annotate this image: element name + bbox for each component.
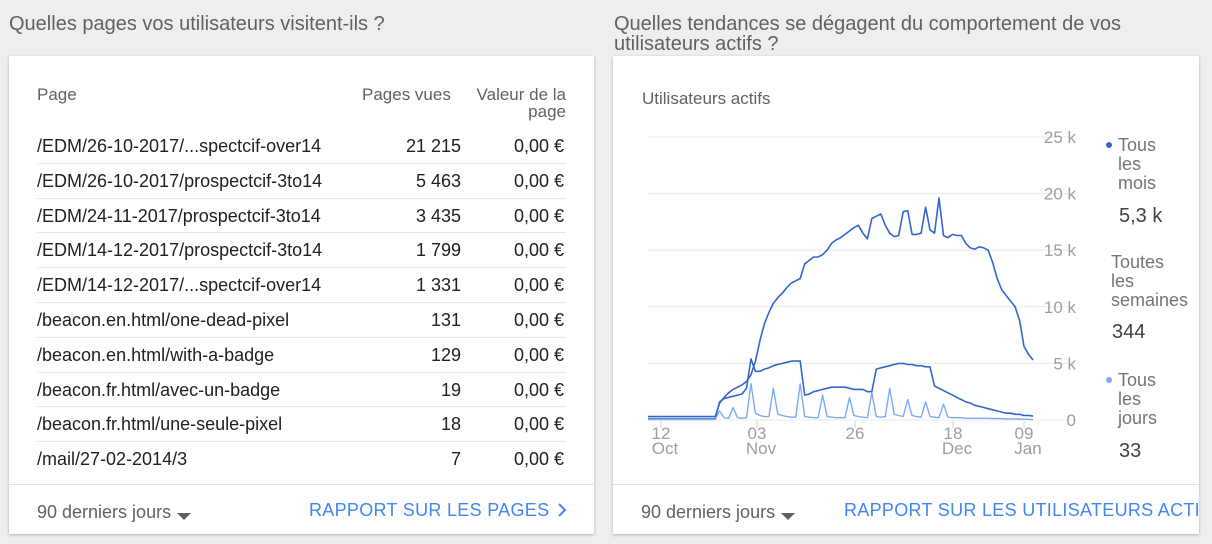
views-cell: 131 [430, 309, 461, 330]
legend-value: 344 [1112, 321, 1146, 343]
legend-label-line: Toutes [1111, 252, 1165, 272]
table-row[interactable]: /EDM/24-11-2017/prospectcif-3to14 3 435 0,… [37, 199, 566, 234]
chart-title: Utilisateurs actifs [642, 89, 771, 108]
table-row[interactable]: /beacon.en.html/with-a-badge 129 0,00 € [37, 338, 566, 373]
views-cell: 21 215 [405, 136, 461, 156]
legend-label-line: les [1118, 389, 1142, 409]
views-cell: 5 463 [415, 170, 461, 191]
legend-label-line: jours [1118, 408, 1158, 428]
views-cell: 3 435 [415, 205, 461, 226]
column-header-page: Page [37, 85, 77, 104]
caret-down-icon [177, 513, 192, 520]
y-tick-label: 15 k [1044, 241, 1077, 260]
x-tick-day: 03 [748, 424, 767, 443]
series-line-2 [648, 383, 1034, 421]
page-cell[interactable]: /EDM/26-10-2017/...spectcif-over14 [37, 136, 322, 156]
page-cell[interactable]: /EDM/14-12-2017/prospectcif-3to14 [37, 240, 323, 261]
table-row[interactable]: /EDM/26-10-2017/...spectcif-over14 21 215… [37, 129, 566, 164]
series-line-1 [648, 358, 1034, 420]
table-row[interactable]: /beacon.fr.html/avec-un-badge 19 0,00 € [37, 373, 566, 408]
y-tick-label: 25 k [1044, 128, 1077, 147]
users-report-link[interactable]: RAPPORT SUR LES UTILISATEURS ACTIFS [844, 500, 1199, 520]
legend-label-line: Tous [1118, 135, 1157, 155]
legend-dot-icon [1106, 377, 1112, 383]
legend-label: Toutes les semaines [1111, 253, 1188, 310]
views-cell: 18 [440, 414, 461, 435]
value-cell: 0,00 € [513, 170, 564, 191]
page-cell[interactable]: /beacon.fr.html/avec-un-badge [37, 379, 281, 400]
period-label: 90 derniers jours [37, 502, 172, 522]
legend-label-line: les [1111, 271, 1135, 291]
table-row[interactable]: /mail/27-02-2014/3 7 0,00 € [37, 442, 566, 477]
active-users-card: Utilisateurs actifs 25 k 20 k 15 k 10 k 5 k 0… [613, 56, 1199, 534]
pages-card-footer: 90 derniers jours RAPPORT SUR LES PAGES [9, 484, 594, 534]
x-tick-month: Jan [1014, 439, 1041, 458]
legend-label-line: mois [1118, 173, 1157, 193]
x-tick-day: 12 [652, 424, 671, 443]
value-cell: 0,00 € [513, 136, 564, 156]
value-cell: 0,00 € [513, 205, 564, 226]
table-row[interactable]: /beacon.en.html/one-dead-pixel 131 0,00 € [37, 303, 566, 338]
chevron-right-icon[interactable] [557, 502, 567, 518]
legend-label: Tous les jours [1118, 371, 1157, 428]
legend-value: 33 [1119, 440, 1142, 462]
legend-label: Tous les mois [1118, 136, 1156, 193]
value-cell: 0,00 € [513, 449, 564, 470]
table-row[interactable]: /EDM/26-10-2017/prospectcif-3to14 5 463 0,… [37, 164, 566, 199]
page-cell[interactable]: /EDM/26-10-2017/prospectcif-3to14 [37, 170, 323, 191]
page-cell[interactable]: /mail/27-02-2014/3 [37, 449, 188, 470]
table-row[interactable]: /EDM/14-12-2017/prospectcif-3to14 1 799 0,… [37, 233, 566, 269]
x-tick-month: Dec [942, 439, 973, 458]
value-cell: 0,00 € [513, 414, 564, 435]
table-row[interactable]: /beacon.fr.html/une-seule-pixel 18 0,00 € [37, 407, 566, 443]
legend-value: 5,3 k [1119, 205, 1163, 227]
period-label: 90 derniers jours [641, 502, 776, 522]
value-cell: 0,00 € [513, 309, 564, 330]
x-tick-day: 09 [1015, 424, 1034, 443]
pages-report-link[interactable]: RAPPORT SUR LES PAGES [309, 500, 550, 520]
caret-down-icon [781, 513, 796, 520]
views-cell: 7 [450, 449, 461, 470]
views-cell: 1 799 [415, 240, 461, 261]
page-cell[interactable]: /EDM/24-11-2017/prospectcif-3to14 [37, 205, 321, 226]
column-header-value: Valeur de la page [476, 85, 566, 121]
period-dropdown[interactable]: 90 derniers jours [641, 502, 796, 522]
page-cell[interactable]: /EDM/14-12-2017/...spectcif-over14 [37, 275, 322, 296]
users-section-title: Quelles tendances se dégagent du comport… [614, 13, 1121, 55]
x-tick-day: 18 [944, 424, 963, 443]
table-row[interactable]: /EDM/14-12-2017/...spectcif-over14 1 331 0… [37, 268, 566, 303]
pages-card: Page Pages vues Valeur de la page /EDM/2… [9, 56, 594, 534]
pages-section-title: Quelles pages vos utilisateurs visitent-… [9, 13, 385, 35]
series-line-0 [648, 197, 1034, 418]
page-cell[interactable]: /beacon.fr.html/une-seule-pixel [37, 414, 283, 435]
y-tick-label: 20 k [1044, 185, 1077, 204]
y-tick-label: 0 [1067, 411, 1076, 430]
page-cell[interactable]: /beacon.en.html/with-a-badge [37, 344, 275, 365]
legend-dot-icon [1106, 142, 1112, 148]
legend-label-line: semaines [1111, 290, 1189, 310]
column-header-views: Pages vues [362, 85, 451, 104]
users-card-footer: 90 derniers jours RAPPORT SUR LES UTILIS… [613, 484, 1199, 534]
value-cell: 0,00 € [513, 379, 564, 400]
value-cell: 0,00 € [513, 344, 564, 365]
page-cell[interactable]: /beacon.en.html/one-dead-pixel [37, 309, 290, 330]
period-dropdown[interactable]: 90 derniers jours [37, 502, 192, 522]
views-cell: 129 [430, 344, 461, 365]
legend-label-line: Tous [1118, 370, 1157, 390]
views-cell: 19 [440, 379, 461, 400]
pages-table-body: /EDM/26-10-2017/...spectcif-over14 21 215… [37, 129, 566, 477]
y-tick-label: 10 k [1044, 298, 1077, 317]
views-cell: 1 331 [415, 275, 461, 296]
value-cell: 0,00 € [513, 275, 564, 296]
value-cell: 0,00 € [513, 240, 564, 261]
x-tick-month: Oct [652, 439, 679, 458]
x-tick-month: Nov [746, 439, 777, 458]
legend-label-line: les [1118, 154, 1142, 174]
x-tick-day: 26 [846, 424, 865, 443]
y-tick-label: 5 k [1053, 354, 1076, 373]
